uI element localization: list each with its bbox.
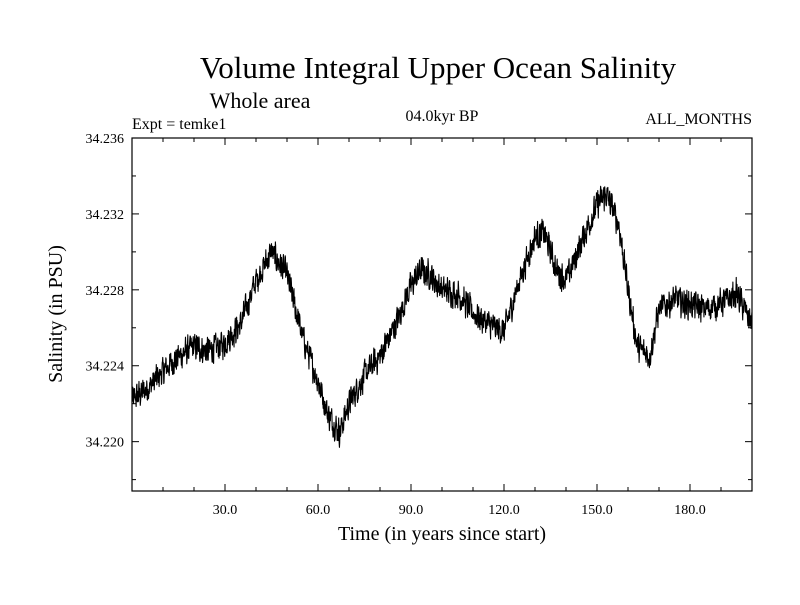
y-axis-label: Salinity (in PSU)	[45, 245, 67, 383]
chart-subtitle: Whole area	[210, 88, 311, 113]
x-tick-label: 180.0	[674, 503, 706, 518]
y-axis-ticks: 34.220 34.224 34.228 34.232 34.236	[86, 132, 752, 481]
plot-area: 34.220 34.224 34.228 34.232 34.236 30.0 60.0 9…	[86, 132, 753, 518]
y-tick-label: 34.232	[86, 208, 125, 223]
experiment-label: Expt = temke1	[132, 116, 226, 133]
y-tick-label: 34.228	[86, 284, 125, 299]
x-tick-label: 30.0	[213, 503, 238, 518]
period-label: 04.0kyr BP	[406, 108, 479, 125]
x-axis-label: Time (in years since start)	[338, 523, 546, 545]
y-tick-label: 34.236	[86, 132, 125, 147]
plot-frame	[131, 137, 753, 492]
months-label: ALL_MONTHS	[645, 111, 752, 128]
x-tick-label: 150.0	[581, 503, 613, 518]
x-tick-label: 60.0	[306, 503, 331, 518]
salinity-line	[131, 185, 753, 448]
chart-title: Volume Integral Upper Ocean Salinity	[200, 50, 677, 85]
x-tick-label: 120.0	[488, 503, 520, 518]
x-axis-ticks: 30.0 60.0 90.0 120.0 150.0 180.0	[162, 138, 722, 518]
y-tick-label: 34.224	[86, 360, 125, 375]
y-tick-label: 34.220	[86, 436, 125, 451]
x-tick-label: 90.0	[399, 503, 424, 518]
